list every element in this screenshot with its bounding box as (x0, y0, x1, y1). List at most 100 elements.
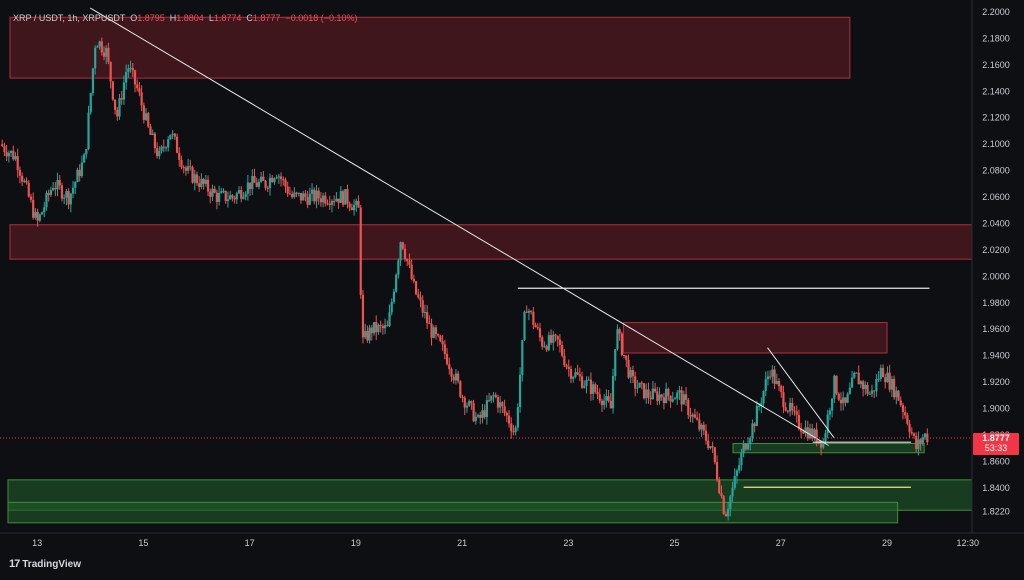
candle-body-389 (862, 381, 865, 390)
candle-body-83 (184, 167, 188, 171)
candle-body-376 (833, 375, 836, 399)
candle-body-222 (492, 394, 495, 396)
candle-body-264 (585, 380, 588, 386)
candle-body-349 (773, 369, 776, 384)
candle-body-161 (357, 200, 360, 208)
candle-body-204 (452, 376, 455, 381)
x-tick-label-6: 25 (670, 538, 680, 548)
candle-body-283 (627, 359, 630, 378)
candle-body-259 (574, 372, 577, 377)
candle-body-86 (191, 167, 194, 183)
candle-countdown: 53:33 (985, 443, 1008, 453)
tradingview-mark-icon: 17 (9, 558, 20, 570)
candle-body-107 (237, 190, 241, 194)
candle-body-199 (441, 341, 444, 345)
current-price-tag: 1.8777 53:33 (973, 432, 1019, 455)
tradingview-logo[interactable]: 17 TradingView (9, 558, 81, 570)
candle-body-229 (507, 415, 511, 424)
candle-body-185 (410, 264, 413, 279)
candle-body-72 (160, 146, 163, 151)
candle-body-307 (680, 390, 683, 405)
candle-body-407 (901, 404, 905, 413)
x-tick-label-2: 17 (245, 538, 255, 548)
candle-body-403 (892, 378, 896, 398)
candle-body-207 (459, 381, 462, 397)
candle-body-382 (846, 393, 849, 403)
candle-body-344 (762, 391, 765, 404)
candle-body-366 (811, 428, 814, 439)
y-tick-label-8: 2.0400 (982, 218, 1010, 228)
candle-body-370 (819, 440, 823, 448)
candle-body-388 (859, 381, 863, 385)
candle-body-341 (755, 406, 758, 427)
candle-body-261 (578, 374, 581, 377)
y-tick-label-11: 1.9800 (982, 298, 1010, 308)
candle-body-234 (518, 374, 522, 408)
candle-body-304 (673, 398, 677, 400)
x-tick-label-1: 15 (138, 538, 148, 548)
candle-body-232 (514, 427, 517, 433)
candle-body-42 (94, 47, 97, 69)
candle-body-268 (594, 384, 597, 392)
candle-body-287 (636, 387, 639, 389)
candle-body-266 (589, 379, 593, 394)
x-tick-label-9: 12:30 (956, 538, 979, 548)
candle-body-277 (614, 349, 617, 377)
candle-body-179 (397, 260, 400, 275)
y-tick-label-7: 2.0600 (982, 192, 1010, 202)
x-tick-label-8: 29 (882, 538, 892, 548)
candle-body-37 (82, 154, 86, 163)
open-label: O (130, 13, 138, 23)
symbol-name: XRP / USDT, 1h, XRPUSDT (13, 13, 126, 23)
candle-body-100 (222, 190, 225, 192)
candle-body-38 (85, 149, 88, 155)
candle-body-239 (530, 310, 533, 312)
candle-body-92 (204, 179, 207, 184)
candle-body-34 (76, 169, 79, 183)
candle-body-5 (12, 150, 15, 160)
candle-body-196 (434, 327, 438, 335)
candle-body-225 (499, 402, 502, 408)
candle-body-81 (180, 159, 183, 168)
candle-body-195 (432, 327, 435, 338)
candle-body-276 (611, 376, 615, 409)
candle-body-210 (465, 405, 469, 408)
candle-body-175 (388, 312, 391, 327)
candle-body-243 (538, 328, 542, 338)
candle-body-245 (543, 346, 546, 348)
candle-body-300 (665, 388, 668, 404)
candle-body-301 (667, 388, 670, 396)
candle-body-241 (534, 324, 537, 328)
candle-body-109 (242, 196, 245, 199)
time-axis: 13 15 17 19 21 23 25 27 29 12:30 (32, 538, 979, 548)
candle-body-350 (775, 380, 778, 384)
candle-body-317 (702, 424, 705, 431)
y-tick-label-2: 2.1600 (982, 60, 1010, 70)
candle-body-190 (421, 300, 424, 313)
candle-body-11 (25, 180, 28, 183)
candle-body-119 (264, 180, 267, 188)
candle-body-411 (910, 432, 913, 434)
candle-body-186 (412, 278, 415, 282)
candle-body-58 (129, 68, 132, 70)
candle-body-348 (771, 369, 774, 377)
candle-body-8 (18, 170, 22, 176)
y-tick-label-6: 2.0800 (982, 166, 1010, 176)
candle-body-215 (476, 415, 480, 417)
candle-body-46 (102, 52, 106, 57)
candle-body-271 (600, 400, 604, 406)
candle-body-28 (63, 197, 66, 199)
candle-body-102 (226, 199, 230, 202)
candle-body-26 (58, 180, 61, 186)
candle-body-316 (700, 424, 703, 430)
candle-body-96 (213, 188, 216, 193)
candle-body-162 (359, 207, 362, 295)
candle-body-367 (813, 429, 816, 439)
close-label: C (246, 13, 253, 23)
candle-body-78 (173, 133, 176, 137)
candle-body-9 (21, 175, 24, 182)
candle-body-372 (824, 433, 827, 442)
candle-body-53 (118, 98, 121, 117)
candle-body-54 (120, 98, 123, 100)
